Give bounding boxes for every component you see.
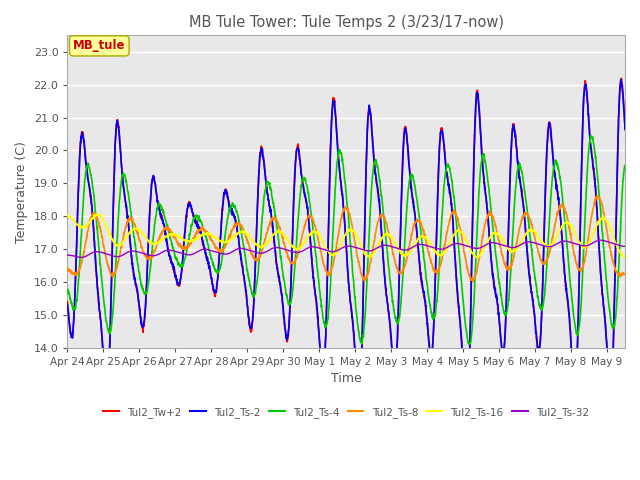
Y-axis label: Temperature (C): Temperature (C): [15, 141, 28, 242]
Tul2_Ts-2: [503, 288, 511, 294]
Tul2_Ts-2: [605, 373, 612, 379]
Tul2_Ts-8: [593, 193, 601, 199]
Tul2_Tw+2: [320, 371, 328, 376]
Tul2_Ts-4: [465, 342, 473, 348]
Tul2_Ts-16: [605, 222, 612, 228]
Tul2_Ts-2: [335, 157, 342, 163]
Tul2_Ts-16: [92, 212, 100, 217]
Tul2_Ts-32: [335, 247, 342, 253]
Tul2_Tw+2: [463, 410, 470, 416]
Tul2_Ts-16: [620, 255, 628, 261]
Tul2_Ts-32: [503, 243, 511, 249]
Tul2_Ts-8: [335, 230, 342, 236]
Tul2_Ts-32: [605, 240, 613, 245]
Tul2_Ts-16: [63, 213, 71, 218]
Tul2_Ts-32: [621, 243, 629, 249]
Tul2_Ts-8: [469, 279, 477, 285]
Tul2_Ts-2: [617, 77, 625, 83]
Tul2_Ts-8: [605, 243, 613, 249]
Tul2_Ts-8: [63, 265, 71, 271]
Line: Tul2_Ts-16: Tul2_Ts-16: [67, 214, 625, 258]
Tul2_Ts-2: [63, 302, 71, 308]
Tul2_Tw+2: [63, 299, 71, 305]
Tul2_Ts-2: [621, 127, 629, 132]
Tul2_Ts-4: [320, 320, 328, 326]
Tul2_Ts-32: [63, 252, 71, 258]
Tul2_Ts-32: [77, 254, 85, 260]
Tul2_Ts-4: [63, 288, 71, 293]
Tul2_Ts-8: [605, 240, 613, 246]
Tul2_Ts-16: [503, 244, 511, 250]
Line: Tul2_Ts-8: Tul2_Ts-8: [67, 196, 625, 282]
Tul2_Tw+2: [92, 266, 100, 272]
Tul2_Ts-32: [320, 247, 328, 252]
Line: Tul2_Ts-4: Tul2_Ts-4: [67, 136, 625, 345]
Line: Tul2_Tw+2: Tul2_Tw+2: [67, 78, 625, 413]
Tul2_Ts-16: [621, 253, 629, 259]
Tul2_Tw+2: [605, 374, 612, 380]
Line: Tul2_Ts-32: Tul2_Ts-32: [67, 240, 625, 257]
Tul2_Ts-16: [320, 241, 328, 247]
Tul2_Ts-4: [605, 304, 613, 310]
Tul2_Ts-4: [621, 163, 629, 168]
Tul2_Tw+2: [618, 75, 625, 81]
Legend: Tul2_Tw+2, Tul2_Ts-2, Tul2_Ts-4, Tul2_Ts-8, Tul2_Ts-16, Tul2_Ts-32: Tul2_Tw+2, Tul2_Ts-2, Tul2_Ts-4, Tul2_Ts…: [99, 403, 593, 422]
Tul2_Tw+2: [335, 156, 342, 161]
Line: Tul2_Ts-2: Tul2_Ts-2: [67, 80, 625, 408]
Tul2_Tw+2: [503, 288, 511, 293]
Tul2_Tw+2: [605, 378, 613, 384]
Tul2_Ts-16: [335, 246, 342, 252]
Tul2_Ts-8: [503, 264, 511, 270]
Tul2_Ts-4: [335, 150, 342, 156]
Text: MB_tule: MB_tule: [73, 39, 125, 52]
Tul2_Ts-32: [596, 237, 604, 243]
Tul2_Ts-8: [621, 271, 629, 277]
Tul2_Ts-32: [605, 240, 613, 245]
Tul2_Ts-2: [463, 406, 470, 411]
Tul2_Ts-32: [92, 249, 100, 254]
Tul2_Ts-2: [605, 375, 613, 381]
Tul2_Tw+2: [621, 125, 629, 131]
Tul2_Ts-2: [320, 366, 328, 372]
Tul2_Ts-8: [92, 212, 100, 218]
Title: MB Tule Tower: Tule Temps 2 (3/23/17-now): MB Tule Tower: Tule Temps 2 (3/23/17-now…: [189, 15, 504, 30]
Tul2_Ts-4: [605, 306, 613, 312]
Tul2_Ts-4: [503, 309, 511, 315]
X-axis label: Time: Time: [331, 372, 362, 385]
Tul2_Ts-16: [93, 211, 101, 217]
Tul2_Ts-16: [605, 223, 613, 229]
Tul2_Ts-2: [92, 263, 100, 269]
Tul2_Ts-4: [587, 133, 595, 139]
Tul2_Ts-4: [92, 214, 100, 220]
Tul2_Ts-8: [320, 262, 328, 267]
